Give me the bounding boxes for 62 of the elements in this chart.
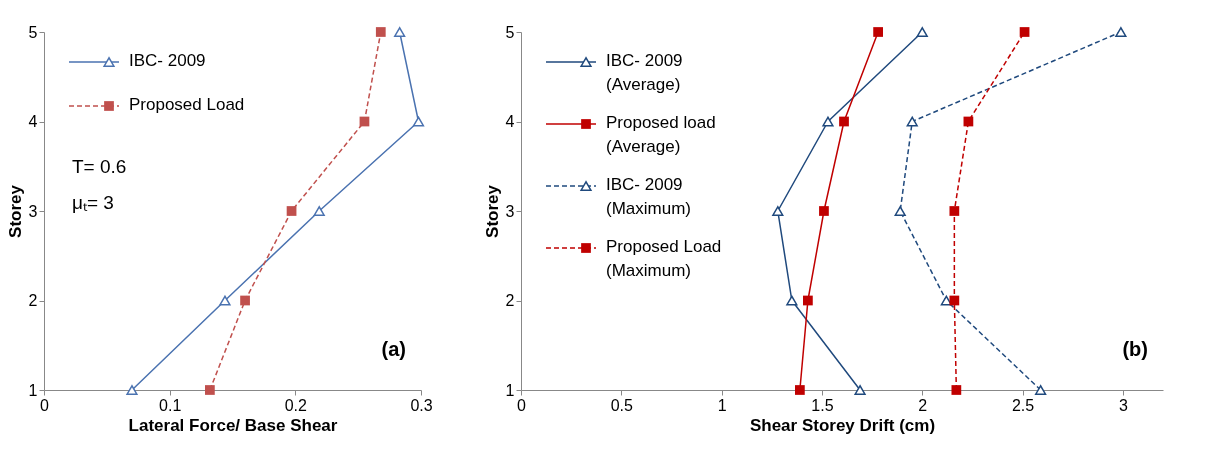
point (219, 295, 231, 306)
y-axis-title: Storey (482, 184, 502, 238)
point (412, 116, 425, 127)
x-tick-label: 2 (918, 396, 928, 414)
x-tick-label: 0 (40, 396, 50, 414)
point (1035, 385, 1047, 395)
x-axis-title: Lateral Force/ Base Shear (128, 415, 338, 435)
point (375, 27, 386, 37)
y-tick-label: 2 (28, 292, 38, 309)
point (839, 116, 849, 127)
legend-label: IBC- 2009 (Maximum) (606, 175, 691, 218)
y-axis-title: Storey (5, 184, 25, 238)
point (126, 385, 138, 395)
point (313, 206, 325, 216)
legend-label: Proposed Load (129, 95, 245, 114)
x-tick-label: 1.5 (811, 396, 834, 414)
point (854, 385, 866, 395)
legend-label: IBC- 2009 (Average) (606, 51, 683, 94)
point (822, 116, 834, 127)
y-tick-label: 4 (28, 113, 38, 130)
point (786, 295, 798, 306)
legend-label: IBC- 2009 (129, 51, 206, 70)
point (286, 206, 297, 216)
point (240, 295, 250, 306)
annotation: μₜ= 3 (72, 192, 114, 213)
y-tick-label: 5 (28, 23, 38, 41)
point (873, 27, 883, 37)
annotation: T= 0.6 (72, 156, 127, 177)
point (772, 206, 784, 216)
y-tick-label: 5 (505, 23, 515, 41)
point (1115, 27, 1127, 37)
x-tick-label: 2.5 (1011, 396, 1035, 414)
point (894, 206, 906, 216)
point (949, 206, 960, 216)
point (795, 385, 805, 395)
point (394, 27, 406, 37)
x-tick-label: 0 (517, 396, 527, 414)
y-tick-label: 4 (505, 113, 515, 130)
x-tick-label: 1 (717, 396, 727, 414)
point (906, 116, 918, 127)
point (949, 295, 960, 306)
y-tick-label: 3 (505, 202, 515, 220)
x-tick-label: 0.5 (610, 396, 634, 414)
y-tick-label: 3 (28, 202, 38, 220)
x-tick-label: 0.3 (410, 396, 433, 414)
x-axis-title: Shear Storey Drift (cm) (749, 415, 936, 435)
y-tick-label: 1 (505, 381, 515, 399)
y-tick-label: 1 (28, 381, 38, 399)
x-tick-label: 0.1 (159, 396, 182, 414)
x-tick-label: 0.2 (284, 396, 308, 414)
point (916, 27, 928, 37)
point (803, 295, 813, 306)
point (951, 385, 962, 395)
point (1019, 27, 1030, 37)
y-tick-label: 2 (505, 292, 515, 309)
x-tick-label: 3 (1118, 396, 1128, 414)
legend-label: Proposed load (Average) (606, 113, 716, 156)
annotation: (a) (381, 338, 406, 360)
legend-label: Proposed Load (Maximum) (606, 237, 722, 280)
annotation: (b) (1122, 338, 1148, 360)
point (819, 206, 829, 216)
point (205, 385, 215, 395)
